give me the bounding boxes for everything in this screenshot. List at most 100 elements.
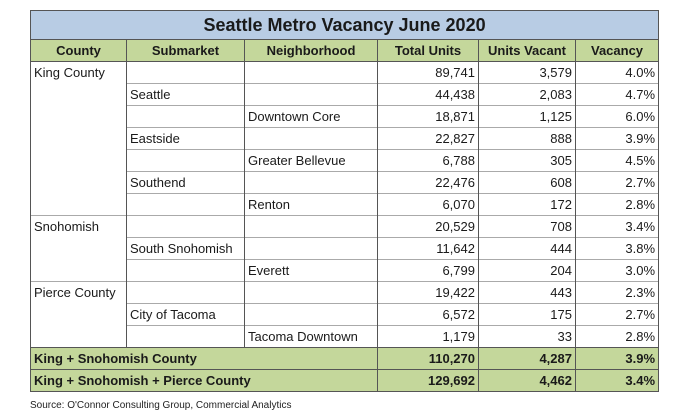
units-vacant-cell: 608 <box>478 171 576 194</box>
total-units-cell: 22,476 <box>377 171 479 194</box>
submarket-cell <box>126 259 245 282</box>
header-row: County Submarket Neighborhood Total Unit… <box>30 39 660 62</box>
total-units-cell: 6,070 <box>377 193 479 216</box>
total-units-cell: 1,179 <box>377 325 479 348</box>
submarket-cell <box>126 61 245 84</box>
submarket-cell: Seattle <box>126 83 245 106</box>
total-units-cell: 19,422 <box>377 281 479 304</box>
total-units-cell: 129,692 <box>377 369 479 392</box>
submarket-cell <box>126 149 245 172</box>
vacancy-cell: 4.5% <box>574 149 660 172</box>
county-cell <box>30 303 127 326</box>
county-cell <box>30 83 127 106</box>
neighborhood-cell <box>244 61 378 84</box>
units-vacant-cell: 172 <box>478 193 576 216</box>
units-vacant-cell: 1,125 <box>478 105 576 128</box>
table-row: Greater Bellevue 6,788 305 4.5% <box>30 149 660 172</box>
neighborhood-cell <box>244 127 378 150</box>
total-units-cell: 20,529 <box>377 215 479 238</box>
vacancy-cell: 2.7% <box>574 303 660 326</box>
total-units-cell: 44,438 <box>377 83 479 106</box>
table-title: Seattle Metro Vacancy June 2020 <box>29 10 660 40</box>
total-units-cell: 18,871 <box>377 105 479 128</box>
vacancy-cell: 4.7% <box>574 83 660 106</box>
table-row: Eastside 22,827 888 3.9% <box>30 127 660 150</box>
units-vacant-cell: 33 <box>478 325 576 348</box>
units-vacant-cell: 3,579 <box>478 61 576 84</box>
county-cell <box>30 237 127 260</box>
total-label: King + Snohomish + Pierce County <box>30 369 378 392</box>
units-vacant-cell: 305 <box>478 149 576 172</box>
vacancy-table: Seattle Metro Vacancy June 2020 County S… <box>29 10 660 392</box>
units-vacant-cell: 4,287 <box>478 347 576 370</box>
units-vacant-cell: 443 <box>478 281 576 304</box>
table-row: City of Tacoma 6,572 175 2.7% <box>30 303 660 326</box>
table-row: Pierce County 19,422 443 2.3% <box>30 281 660 304</box>
neighborhood-cell <box>244 281 378 304</box>
vacancy-cell: 3.4% <box>574 369 660 392</box>
submarket-cell <box>126 105 245 128</box>
county-cell <box>30 325 127 348</box>
submarket-cell: City of Tacoma <box>126 303 245 326</box>
total-units-cell: 11,642 <box>377 237 479 260</box>
units-vacant-cell: 204 <box>478 259 576 282</box>
vacancy-cell: 2.8% <box>574 193 660 216</box>
county-cell <box>30 259 127 282</box>
submarket-cell: Southend <box>126 171 245 194</box>
total-units-cell: 22,827 <box>377 127 479 150</box>
neighborhood-cell: Downtown Core <box>244 105 378 128</box>
vacancy-cell: 4.0% <box>574 61 660 84</box>
vacancy-cell: 6.0% <box>574 105 660 128</box>
county-cell <box>30 105 127 128</box>
county-cell <box>30 149 127 172</box>
table-row: King County 89,741 3,579 4.0% <box>30 61 660 84</box>
header-neighborhood: Neighborhood <box>244 39 378 62</box>
total-units-cell: 6,572 <box>377 303 479 326</box>
vacancy-cell: 2.8% <box>574 325 660 348</box>
vacancy-cell: 3.9% <box>574 347 660 370</box>
table-row: Everett 6,799 204 3.0% <box>30 259 660 282</box>
neighborhood-cell <box>244 83 378 106</box>
submarket-cell: South Snohomish <box>126 237 245 260</box>
total-units-cell: 110,270 <box>377 347 479 370</box>
table-row: Renton 6,070 172 2.8% <box>30 193 660 216</box>
submarket-cell <box>126 215 245 238</box>
header-county: County <box>30 39 127 62</box>
submarket-cell: Eastside <box>126 127 245 150</box>
total-units-cell: 89,741 <box>377 61 479 84</box>
total-units-cell: 6,799 <box>377 259 479 282</box>
vacancy-table-frame: Seattle Metro Vacancy June 2020 County S… <box>29 10 660 392</box>
source-note: Source: O'Connor Consulting Group, Comme… <box>30 400 292 411</box>
county-cell: King County <box>30 61 127 84</box>
total-label: King + Snohomish County <box>30 347 378 370</box>
table-row: Snohomish 20,529 708 3.4% <box>30 215 660 238</box>
neighborhood-cell <box>244 303 378 326</box>
neighborhood-cell: Tacoma Downtown <box>244 325 378 348</box>
table-row: South Snohomish 11,642 444 3.8% <box>30 237 660 260</box>
total-row: King + Snohomish + Pierce County 129,692 4… <box>30 369 660 392</box>
vacancy-cell: 3.9% <box>574 127 660 150</box>
county-cell <box>30 127 127 150</box>
vacancy-cell: 3.8% <box>574 237 660 260</box>
units-vacant-cell: 4,462 <box>478 369 576 392</box>
submarket-cell <box>126 193 245 216</box>
vacancy-cell: 3.4% <box>574 215 660 238</box>
submarket-cell <box>126 325 245 348</box>
table-row: Downtown Core 18,871 1,125 6.0% <box>30 105 660 128</box>
neighborhood-cell <box>244 237 378 260</box>
header-units-vacant: Units Vacant <box>478 39 576 62</box>
county-cell: Snohomish <box>30 215 127 238</box>
title-row: Seattle Metro Vacancy June 2020 <box>29 10 660 40</box>
header-total-units: Total Units <box>377 39 479 62</box>
table-row: Tacoma Downtown 1,179 33 2.8% <box>30 325 660 348</box>
county-cell <box>30 171 127 194</box>
units-vacant-cell: 708 <box>478 215 576 238</box>
neighborhood-cell <box>244 215 378 238</box>
vacancy-cell: 3.0% <box>574 259 660 282</box>
neighborhood-cell: Everett <box>244 259 378 282</box>
total-row: King + Snohomish County 110,270 4,287 3.9% <box>30 347 660 370</box>
vacancy-cell: 2.7% <box>574 171 660 194</box>
neighborhood-cell <box>244 171 378 194</box>
table-row: Seattle 44,438 2,083 4.7% <box>30 83 660 106</box>
units-vacant-cell: 2,083 <box>478 83 576 106</box>
